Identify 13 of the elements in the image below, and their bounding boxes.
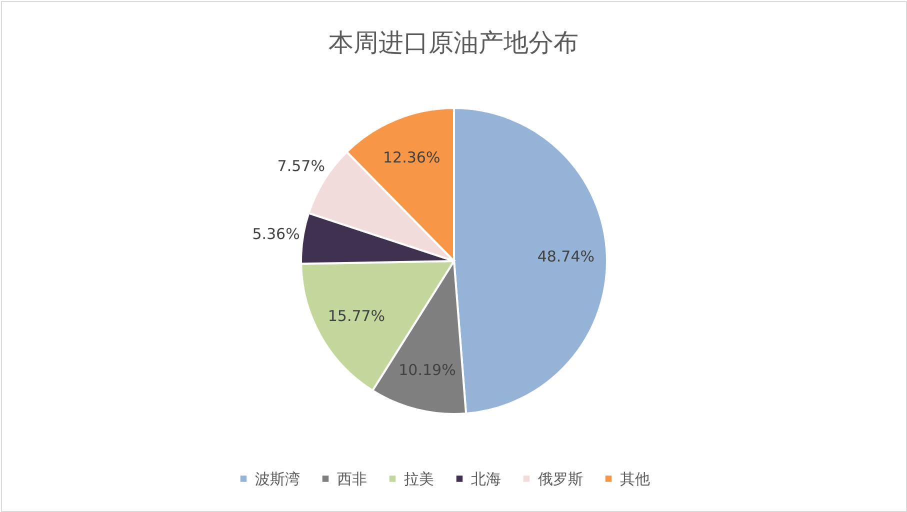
legend-label: 拉美 xyxy=(404,470,434,488)
data-label: 48.74% xyxy=(537,248,595,266)
data-label: 15.77% xyxy=(328,307,386,326)
data-label: 12.36% xyxy=(382,148,440,166)
legend-label: 俄罗斯 xyxy=(538,470,583,488)
data-label: 10.19% xyxy=(398,360,456,379)
data-label: 7.57% xyxy=(277,156,325,175)
legend-label: 波斯湾 xyxy=(255,470,300,488)
chart-title: 本周进口原油产地分布 xyxy=(328,28,578,57)
legend-label: 北海 xyxy=(471,470,501,488)
legend-label: 西非 xyxy=(337,470,367,488)
legend-label: 其他 xyxy=(620,470,650,488)
data-label: 5.36% xyxy=(252,225,300,244)
